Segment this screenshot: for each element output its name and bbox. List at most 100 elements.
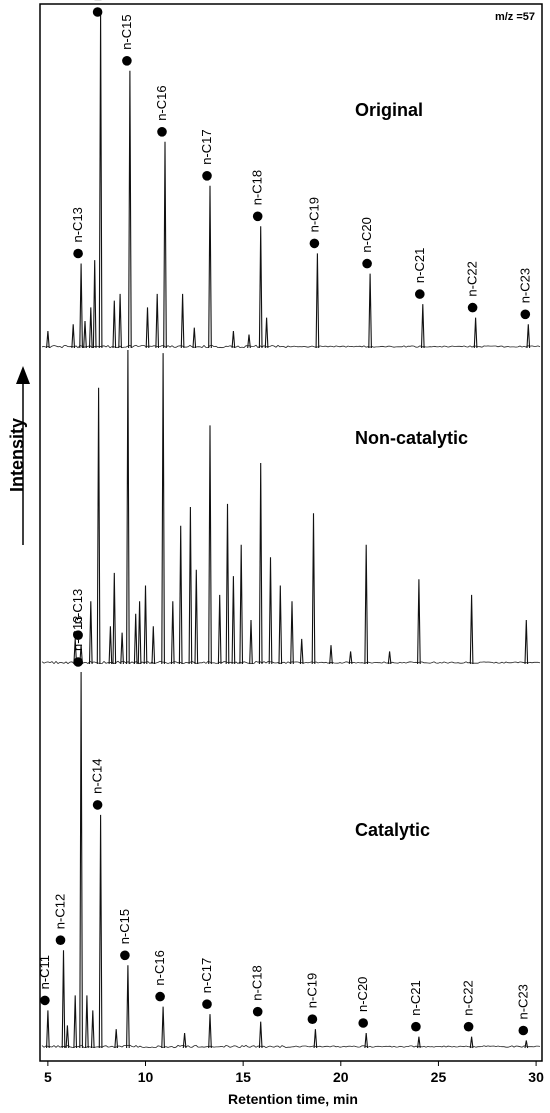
peak bbox=[71, 324, 76, 349]
peak-marker bbox=[415, 289, 425, 299]
peak bbox=[217, 594, 222, 665]
peak bbox=[420, 304, 425, 349]
y-axis-label: Intensity bbox=[7, 418, 27, 492]
peak bbox=[315, 253, 320, 349]
peak-label: n-C14 bbox=[90, 0, 105, 1]
peak bbox=[208, 185, 212, 349]
peak bbox=[182, 1032, 187, 1049]
peak bbox=[170, 601, 175, 665]
x-tick-label: 30 bbox=[528, 1069, 544, 1085]
peak bbox=[163, 141, 167, 349]
peak bbox=[247, 334, 251, 349]
peak bbox=[178, 525, 183, 665]
peak-marker bbox=[252, 211, 263, 222]
peak-label: n-C17 bbox=[199, 129, 214, 164]
peak bbox=[469, 1036, 474, 1049]
peak bbox=[73, 995, 78, 1049]
peak bbox=[313, 1029, 318, 1049]
peak bbox=[299, 638, 304, 665]
peak-marker bbox=[518, 1025, 529, 1036]
peak bbox=[239, 544, 244, 665]
y-axis-arrow-head bbox=[16, 366, 30, 384]
peak-label: n-C21 bbox=[412, 248, 427, 283]
peak-label: n-C22 bbox=[461, 980, 476, 1015]
mz-label: m/z =57 bbox=[495, 11, 535, 23]
peak bbox=[258, 1021, 263, 1049]
peak bbox=[145, 307, 150, 349]
chromatogram-panels: n-C13 n-C14 n-C15 n-C16 n-C17 n-C18 n-C19 n-C20… bbox=[37, 0, 541, 1049]
x-tick-label: 15 bbox=[235, 1069, 251, 1085]
peak bbox=[118, 293, 122, 349]
x-tick-label: 5 bbox=[44, 1069, 52, 1085]
peak-marker bbox=[252, 1006, 263, 1017]
peak bbox=[83, 320, 87, 349]
peak bbox=[90, 1010, 95, 1049]
peak bbox=[143, 585, 148, 665]
peak-label: n-C16 bbox=[154, 85, 169, 120]
peak-marker bbox=[92, 7, 103, 17]
peak-marker bbox=[362, 258, 372, 269]
peak-label: n-C13 bbox=[70, 207, 85, 242]
peak-label: n-C18 bbox=[250, 965, 265, 1000]
peak-marker bbox=[467, 302, 478, 313]
peak-label: n-C18 bbox=[250, 170, 265, 205]
peak bbox=[524, 1040, 529, 1049]
peak-label: n-C13 bbox=[70, 589, 85, 624]
peak bbox=[268, 557, 273, 665]
x-axis-label: Retention time, min bbox=[228, 1091, 358, 1107]
peak bbox=[85, 995, 89, 1049]
peak-marker bbox=[73, 248, 83, 259]
baseline-trace bbox=[41, 344, 541, 349]
peak bbox=[112, 300, 117, 349]
peak-marker bbox=[157, 127, 167, 137]
peak-label: n-C15 bbox=[119, 14, 134, 49]
peak bbox=[311, 513, 316, 665]
peak bbox=[114, 1029, 119, 1049]
peak bbox=[161, 353, 165, 665]
peak-label: n-C17 bbox=[199, 958, 214, 993]
peak-label: n-C20 bbox=[355, 977, 370, 1012]
peak-marker bbox=[73, 657, 83, 667]
peak-marker bbox=[73, 630, 83, 640]
panel-title: Non-catalytic bbox=[355, 428, 468, 448]
peak bbox=[473, 317, 478, 349]
peak-marker bbox=[307, 1014, 318, 1024]
panel-catalytic: n-C11 n-C12 n-C13 n-C14 n-C15 n-C16 n-C17 n-C18… bbox=[37, 616, 541, 1049]
peak bbox=[98, 814, 103, 1049]
peak-label: n-C16 bbox=[152, 950, 167, 985]
peak-label: n-C15 bbox=[117, 909, 132, 944]
peak bbox=[417, 579, 421, 665]
peak bbox=[469, 594, 474, 665]
peak-marker bbox=[358, 1018, 369, 1028]
x-axis: 5 10 15 20 25 30 bbox=[44, 1061, 544, 1085]
peak bbox=[155, 293, 160, 349]
peak bbox=[192, 327, 197, 349]
peak-marker bbox=[155, 991, 165, 1002]
peak bbox=[137, 601, 142, 665]
peak bbox=[364, 544, 369, 665]
peak bbox=[128, 70, 132, 349]
peak bbox=[225, 503, 230, 665]
peak bbox=[264, 317, 269, 349]
peak bbox=[526, 324, 531, 349]
peak bbox=[208, 1014, 212, 1049]
peak-marker bbox=[411, 1021, 421, 1032]
peak bbox=[108, 626, 113, 665]
peak bbox=[151, 626, 156, 665]
peak bbox=[112, 572, 117, 665]
x-tick-label: 10 bbox=[138, 1069, 154, 1085]
peak bbox=[368, 273, 372, 349]
peak bbox=[231, 576, 236, 665]
peak-marker bbox=[520, 309, 531, 320]
peak bbox=[208, 425, 212, 665]
peak-label: n-C23 bbox=[515, 984, 530, 1019]
peak bbox=[92, 260, 97, 349]
peak bbox=[329, 645, 333, 665]
plot-frame bbox=[39, 3, 543, 1062]
peak-label: n-C20 bbox=[359, 217, 374, 252]
peak bbox=[231, 331, 236, 349]
panel-original: n-C13 n-C14 n-C15 n-C16 n-C17 n-C18 n-C19 n-C20… bbox=[41, 0, 541, 349]
peak bbox=[258, 226, 263, 349]
peak-label: n-C21 bbox=[408, 980, 423, 1015]
